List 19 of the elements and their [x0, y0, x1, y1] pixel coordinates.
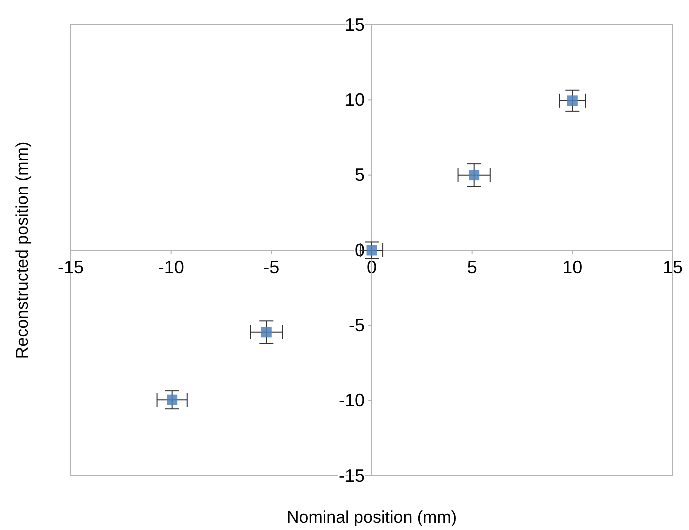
point	[567, 96, 578, 106]
x-tick-label: -5	[264, 258, 280, 278]
point	[167, 394, 178, 406]
x-tick-label: -15	[58, 258, 84, 278]
x-tick-label: -10	[158, 258, 184, 278]
x-tick-label: 15	[662, 258, 684, 278]
point	[469, 170, 480, 181]
y-tick-label: -5	[348, 315, 365, 336]
x-tick-label: 5	[467, 258, 478, 278]
y-tick-label: 15	[344, 14, 365, 35]
point	[366, 245, 378, 256]
point	[261, 327, 272, 338]
x-tick-label: 10	[562, 258, 583, 278]
y-tick-label: 5	[354, 165, 365, 186]
y-axis-title: Reconstructed position (mm)	[13, 142, 32, 360]
y-tick-label: 10	[344, 90, 365, 110]
x-axis-title: Nominal position (mm)	[286, 508, 458, 527]
y-tick-label: -10	[338, 390, 365, 411]
y-tick-label: -15	[338, 466, 365, 486]
